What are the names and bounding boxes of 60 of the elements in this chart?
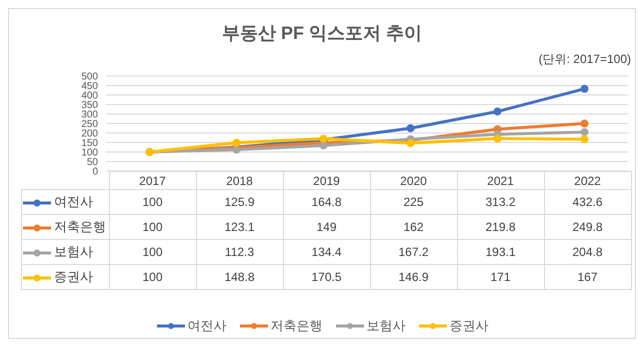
data-label: 219.8 [457, 214, 544, 240]
data-label: 100 [109, 240, 196, 264]
y-tick-label: 150 [81, 138, 98, 150]
y-tick-label: 0 [92, 166, 98, 178]
legend-label: 저축은행 [54, 219, 106, 234]
data-label: 162 [370, 214, 457, 240]
text: 저축은행 [270, 318, 322, 333]
data-label: 125.9 [196, 190, 283, 214]
x-tick-label: 2021 [457, 172, 544, 190]
x-tick-label: 2018 [196, 172, 283, 190]
y-tick-label: 250 [81, 119, 98, 130]
x-tick-label: 2020 [370, 172, 457, 190]
y-tick-label: 350 [81, 100, 98, 112]
chart-title: 부동산 PF 익스포저 추이 [220, 22, 423, 45]
data-label: 204.8 [544, 240, 631, 264]
data-label: 123.1 [196, 214, 283, 240]
data-label: 167 [544, 264, 631, 290]
data-label: 149 [283, 214, 370, 240]
data-label: 146.9 [370, 264, 457, 290]
data-label: 100 [109, 214, 196, 240]
y-tick-label: 300 [81, 110, 98, 121]
x-tick-label: 2017 [109, 172, 196, 190]
legend-label: 보험사 [54, 244, 93, 259]
data-label: 164.8 [283, 190, 370, 214]
y-tick-label: 400 [81, 90, 98, 102]
data-label: 313.2 [457, 190, 544, 214]
point [494, 134, 502, 143]
data-label: 112.3 [196, 240, 283, 264]
y-tick-label: 100 [81, 148, 98, 159]
data-label: 100 [109, 190, 196, 214]
text: 증권사 [450, 318, 488, 333]
point [406, 124, 414, 132]
data-label: 193.1 [457, 240, 544, 264]
point [580, 128, 588, 136]
y-tick-label: 200 [81, 128, 98, 140]
data-label: 432.6 [544, 190, 631, 214]
data-label: 170.5 [283, 264, 370, 290]
data-label: 249.8 [544, 214, 631, 240]
chart-subtitle: (단위: 2017=100) [538, 51, 631, 68]
text: 보험사 [366, 318, 406, 333]
data-label: 171 [457, 264, 544, 290]
point [320, 141, 328, 150]
data-label: 225 [370, 190, 457, 214]
y-tick-label: 500 [81, 72, 98, 83]
data-label: 100 [109, 264, 196, 290]
data-label: 148.8 [196, 264, 283, 290]
point [406, 139, 414, 148]
point [494, 107, 502, 116]
y-tick-label: 450 [81, 81, 98, 92]
point [580, 135, 588, 144]
x-tick-label: 2019 [283, 172, 370, 190]
point [580, 84, 588, 93]
legend-label: 증권사 [54, 269, 93, 284]
text: 여전사 [188, 318, 226, 333]
x-tick-label: 2022 [544, 172, 631, 190]
data-label: 167.2 [370, 240, 457, 264]
legend-label: 여전사 [54, 194, 93, 209]
y-tick-label: 50 [86, 157, 98, 168]
data-label: 134.4 [283, 240, 370, 264]
point [580, 120, 588, 128]
